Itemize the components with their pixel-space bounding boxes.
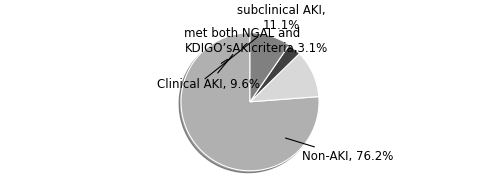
Text: met both NGAL and
KDIGO’sAKIcriteria,3.1%: met both NGAL and KDIGO’sAKIcriteria,3.1… — [184, 27, 328, 63]
Wedge shape — [250, 54, 319, 102]
Text: Non-AKI, 76.2%: Non-AKI, 76.2% — [286, 138, 393, 163]
Wedge shape — [250, 45, 300, 102]
Wedge shape — [250, 33, 289, 102]
Wedge shape — [181, 33, 319, 171]
Text: subclinical AKI,
11.1%: subclinical AKI, 11.1% — [205, 4, 326, 79]
Text: Clinical AKI, 9.6%: Clinical AKI, 9.6% — [157, 54, 260, 91]
